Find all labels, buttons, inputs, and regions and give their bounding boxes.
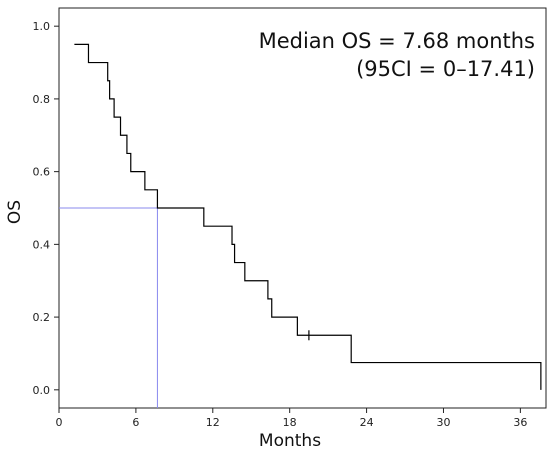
y-tick-label: 0.8 [33, 93, 51, 106]
x-tick-label: 0 [56, 416, 63, 429]
median-reference-lines [59, 207, 158, 408]
annotation-ci: (95CI = 0–17.41) [356, 57, 535, 81]
y-tick-label: 1.0 [33, 20, 51, 33]
survival-curves [74, 43, 542, 390]
y-axis: 0.0 0.2 0.4 0.6 0.8 1.0 [33, 20, 59, 397]
y-tick-label: 0.6 [33, 166, 51, 179]
x-tick-label: 24 [360, 416, 374, 429]
x-tick-label: 12 [206, 416, 220, 429]
x-axis-label: Months [259, 431, 321, 451]
annotation-median-os: Median OS = 7.68 months [259, 29, 535, 53]
y-tick-label: 0.2 [33, 311, 51, 324]
x-tick-label: 30 [436, 416, 450, 429]
x-tick-label: 36 [513, 416, 527, 429]
x-tick-label: 6 [132, 416, 139, 429]
y-tick-label: 0.0 [33, 384, 51, 397]
x-axis: 0 6 12 18 24 30 36 [56, 408, 527, 429]
y-axis-label: OS [5, 200, 25, 224]
y-tick-label: 0.4 [33, 238, 51, 251]
survival-curve-line [74, 43, 542, 390]
x-tick-label: 18 [283, 416, 297, 429]
